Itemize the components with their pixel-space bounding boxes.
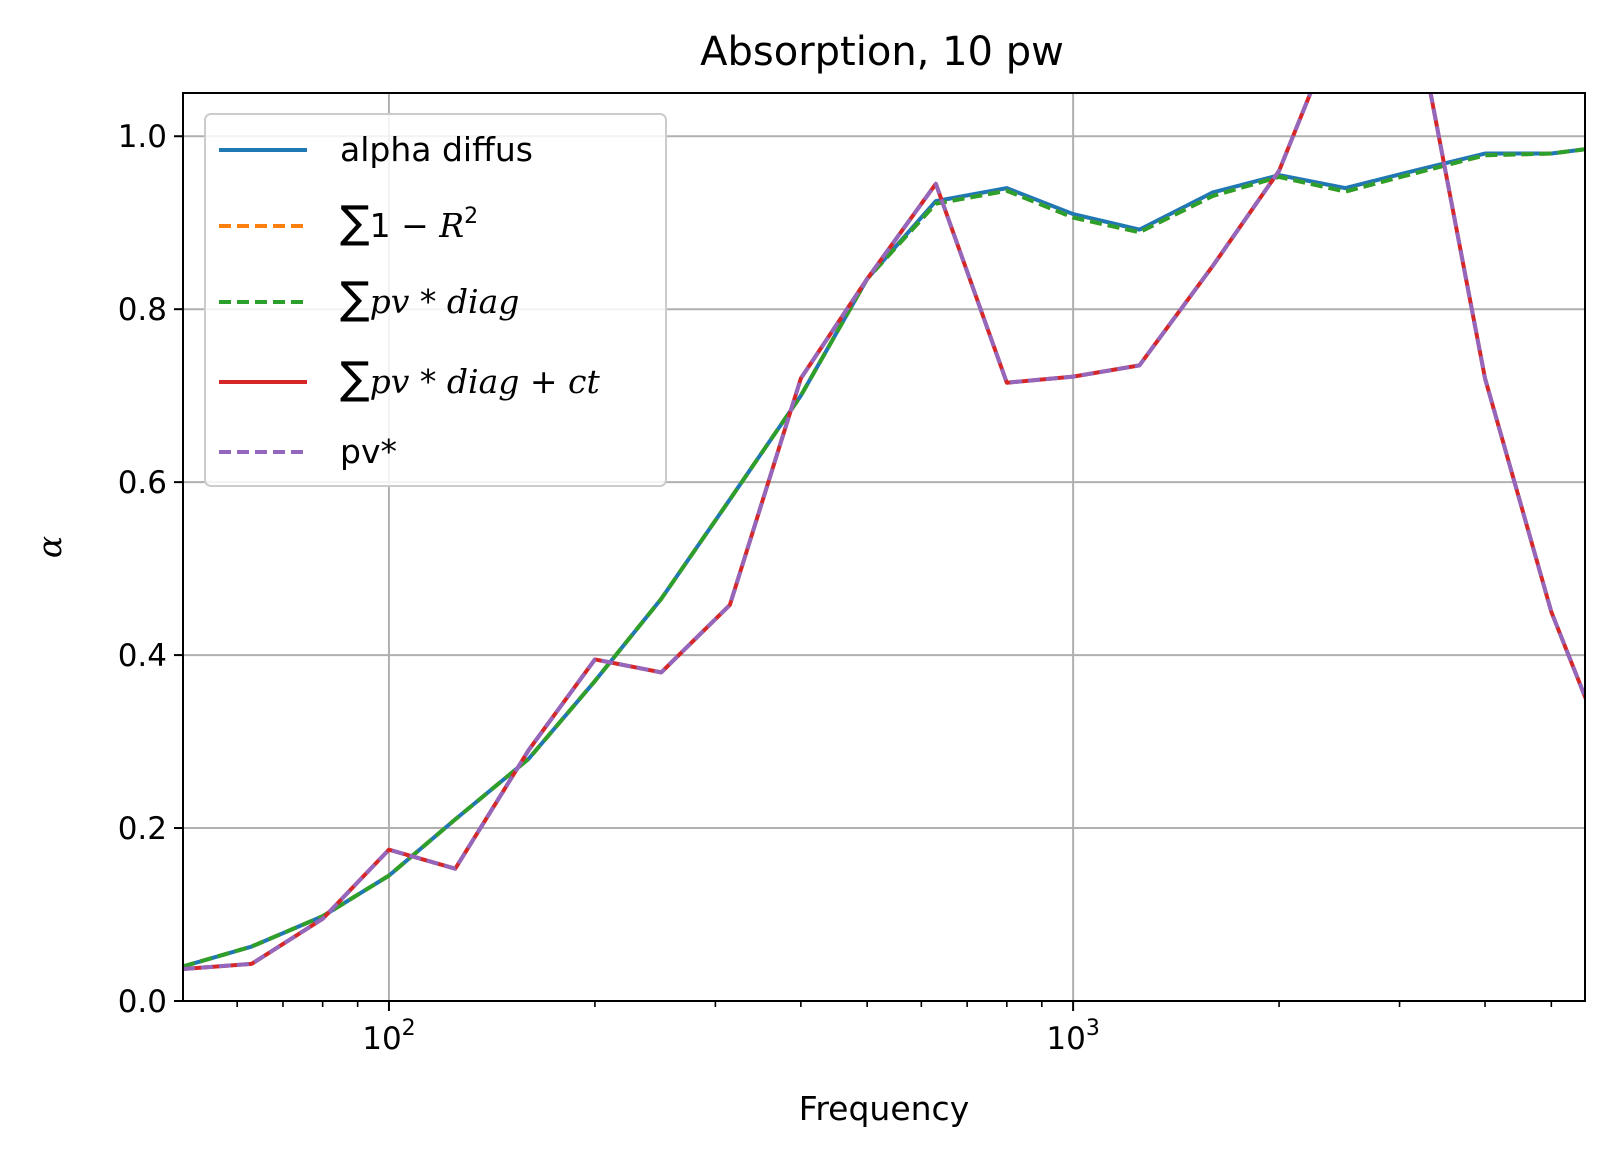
legend: alpha diffus ∑1 − R2 ∑pv * diag ∑pv * diag … xyxy=(204,113,667,487)
y-axis: 0.0 0.2 0.4 0.6 0.8 1.0 xyxy=(118,119,183,1020)
series-line-2 xyxy=(183,147,1585,969)
chart-title: Absorption, 10 pw xyxy=(700,29,1064,75)
x-tick-label: 103 xyxy=(1046,1016,1099,1057)
legend-label-1: ∑1 − R2 xyxy=(340,197,478,248)
x-axis-label: Frequency xyxy=(799,1089,969,1128)
legend-label-3: ∑pv * diag + ct xyxy=(340,353,601,404)
x-axis: 102 103 xyxy=(236,1001,1553,1057)
y-tick-label: 0.8 xyxy=(118,292,167,328)
legend-label-0: alpha diffus xyxy=(340,130,533,169)
legend-label-4: pv* xyxy=(340,432,397,471)
x-tick-label: 102 xyxy=(362,1016,415,1057)
legend-label-2: ∑pv * diag xyxy=(340,273,519,324)
y-axis-label: α xyxy=(30,536,69,558)
y-tick-label: 0.6 xyxy=(118,465,167,501)
y-tick-label: 0.2 xyxy=(118,811,167,847)
y-tick-label: 0.4 xyxy=(118,638,167,674)
series-layer xyxy=(183,93,1585,971)
y-tick-label: 1.0 xyxy=(118,119,167,155)
plot-frame xyxy=(182,92,1586,1002)
series-line-3 xyxy=(183,93,1585,971)
y-tick-label: 0.0 xyxy=(118,984,167,1020)
legend-box xyxy=(204,113,667,487)
